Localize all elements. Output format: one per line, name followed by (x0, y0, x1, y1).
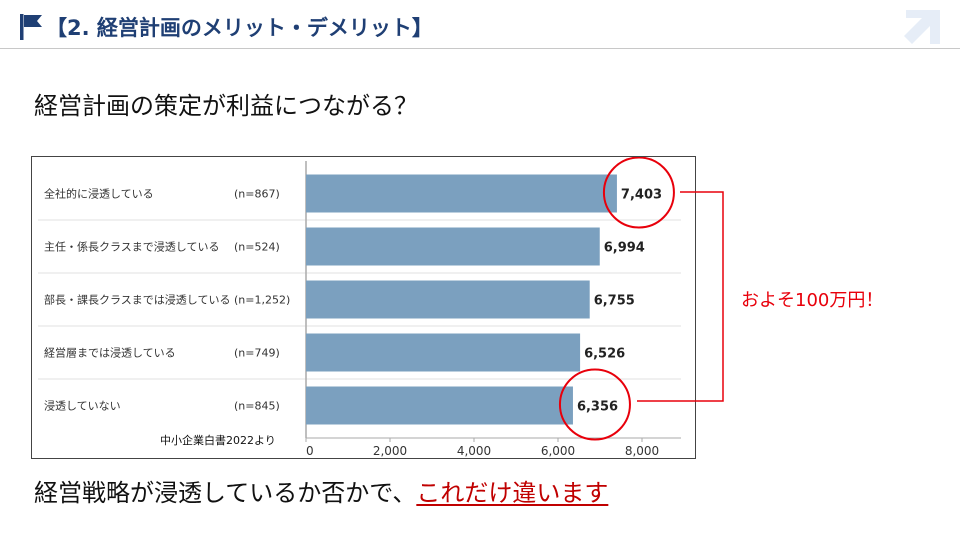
sample-size-label: (n=524) (234, 241, 280, 254)
bar (306, 386, 573, 425)
bar-chart: 全社的に浸透している (n=867) 7,403 主任・係長クラスまで浸透している (n… (38, 157, 681, 458)
flag-icon (20, 14, 42, 40)
x-tick-label: 0 (306, 444, 314, 458)
highlight-circle (558, 368, 631, 441)
data-label: 6,994 (604, 241, 645, 256)
category-label: 主任・係長クラスまで浸透している (44, 241, 219, 254)
category-label: 経営層までは浸透している (44, 346, 176, 360)
sample-size-label: (n=845) (234, 400, 280, 413)
difference-annotation: およそ100万円！ (741, 290, 884, 311)
bar (306, 227, 600, 266)
data-label: 7,403 (621, 188, 662, 203)
data-label: 6,356 (577, 400, 618, 415)
category-label: 部長・課長クラスまでは浸透している (44, 293, 230, 307)
x-tick-label: 8,000 (625, 444, 659, 458)
data-label: 6,755 (594, 294, 635, 309)
category-label: 浸透していない (44, 400, 121, 413)
conclusion-highlight: これだけ違います (416, 479, 609, 507)
question-heading: 経営計画の策定が利益につながる？ (34, 92, 418, 120)
bar (306, 280, 590, 319)
sample-size-label: (n=1,252) (234, 294, 290, 307)
sample-size-label: (n=749) (234, 347, 280, 360)
conclusion-text: 経営戦略が浸透しているか否かで、これだけ違います (34, 473, 608, 508)
category-label: 全社的に浸透している (44, 187, 154, 201)
chart-frame: 全社的に浸透している (n=867) 7,403 主任・係長クラスまで浸透している (n… (31, 156, 696, 459)
x-tick-label: 4,000 (457, 444, 491, 458)
page-title: 【2. 経営計画のメリット・デメリット】 (46, 16, 433, 40)
x-tick-label: 6,000 (541, 444, 575, 458)
data-label: 6,526 (584, 347, 625, 362)
sample-size-label: (n=867) (234, 188, 280, 201)
bar (306, 174, 617, 213)
x-tick-label: 2,000 (373, 444, 407, 458)
conclusion-lead: 経営戦略が浸透しているか否かで、 (34, 479, 417, 507)
bar (306, 333, 581, 372)
source-note: 中小企業白書2022より (160, 433, 276, 447)
header-divider (0, 48, 960, 49)
logo-icon (904, 10, 940, 44)
